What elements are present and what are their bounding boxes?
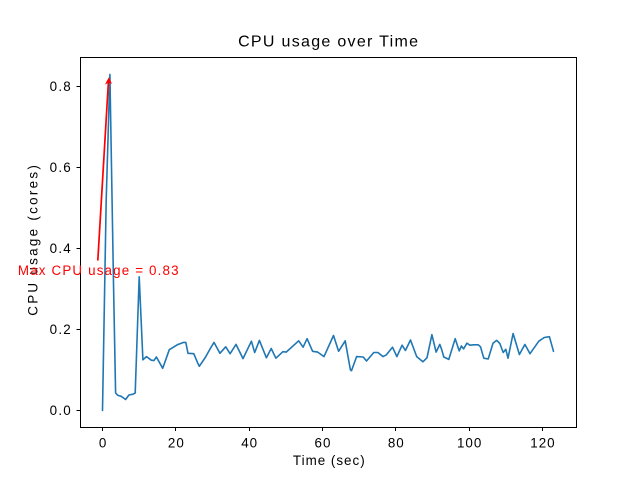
svg-text:0.4: 0.4 [50,241,72,256]
svg-text:0: 0 [99,435,107,450]
svg-text:40: 40 [241,435,258,450]
svg-text:0.0: 0.0 [50,403,72,418]
svg-text:Max CPU usage = 0.83: Max CPU usage = 0.83 [18,263,180,278]
svg-text:0.8: 0.8 [50,79,72,94]
svg-text:CPU usage (cores): CPU usage (cores) [26,163,41,316]
svg-text:CPU usage over Time: CPU usage over Time [238,33,419,50]
svg-text:120: 120 [530,435,555,450]
svg-text:0.2: 0.2 [50,322,72,337]
svg-text:Time (sec): Time (sec) [293,453,366,468]
svg-text:80: 80 [388,435,405,450]
svg-text:100: 100 [457,435,482,450]
svg-text:60: 60 [315,435,332,450]
svg-text:0.6: 0.6 [50,160,72,175]
svg-text:20: 20 [168,435,185,450]
